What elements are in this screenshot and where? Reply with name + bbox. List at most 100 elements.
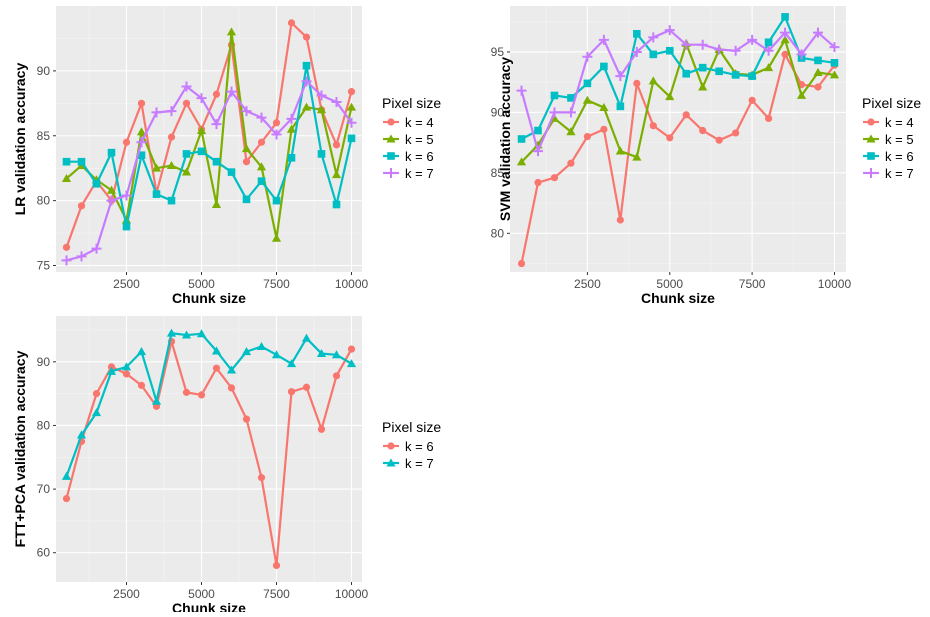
lr-data-point bbox=[166, 161, 177, 170]
svm-data-point bbox=[829, 70, 840, 79]
fft-legend-key-marker bbox=[386, 458, 396, 467]
lr-data-point bbox=[272, 196, 281, 205]
fft-x-tick-label: 7500 bbox=[263, 587, 290, 601]
fft-data-point bbox=[271, 350, 282, 359]
svm-data-point bbox=[616, 216, 624, 224]
fft-data-point bbox=[61, 471, 72, 480]
fft-data-point bbox=[302, 383, 311, 391]
svm-series-k4 bbox=[517, 50, 839, 268]
svm-x-tick-label: 7500 bbox=[739, 277, 766, 291]
lr-data-point bbox=[257, 177, 266, 185]
svm-data-point bbox=[648, 76, 658, 85]
lr-data-point bbox=[62, 243, 71, 251]
svm-data-point bbox=[567, 159, 575, 167]
svm-legend-key-marker bbox=[866, 168, 876, 178]
svm-data-point bbox=[682, 69, 691, 78]
fft-data-point bbox=[106, 366, 117, 375]
svm-data-point bbox=[517, 135, 526, 143]
lr-data-point bbox=[316, 105, 327, 114]
svm-data-point bbox=[780, 27, 791, 38]
svm-data-point bbox=[698, 82, 708, 91]
svm-legend-label: k = 5 bbox=[885, 132, 914, 147]
lr-data-point bbox=[272, 119, 281, 127]
svm-data-point bbox=[533, 146, 543, 157]
svm-data-point bbox=[715, 67, 723, 76]
lr-data-point bbox=[137, 151, 146, 160]
fft-data-point bbox=[182, 388, 191, 396]
svm-y-tick-label: 85 bbox=[491, 166, 505, 180]
lr-data-point bbox=[151, 107, 162, 118]
svm-data-point bbox=[582, 51, 593, 62]
svm-data-point bbox=[763, 45, 774, 56]
svm-data-point bbox=[649, 122, 657, 130]
lr-x-axis-title: Chunk size bbox=[172, 290, 246, 306]
svm-data-point bbox=[714, 44, 725, 55]
fft-data-point bbox=[92, 390, 101, 398]
lr-data-point bbox=[166, 106, 177, 117]
svm-data-point bbox=[600, 125, 608, 133]
svm-data-point bbox=[730, 45, 741, 56]
lr-data-point bbox=[196, 125, 207, 135]
fft-data-point bbox=[197, 391, 206, 399]
fft-y-tick-label: 90 bbox=[37, 355, 51, 369]
lr-panel-background bbox=[56, 6, 362, 272]
fft-data-point bbox=[211, 346, 222, 355]
svm-data-point bbox=[781, 13, 789, 21]
lr-data-point bbox=[61, 173, 72, 183]
svm-data-point bbox=[567, 94, 575, 102]
fft-legend: Pixel size k = 6 k = 7 bbox=[382, 419, 441, 471]
lr-data-point bbox=[256, 162, 267, 171]
fft-legend-title: Pixel size bbox=[382, 419, 441, 435]
svm-data-point bbox=[781, 50, 789, 58]
lr-data-point bbox=[212, 157, 221, 166]
lr-data-point bbox=[182, 150, 191, 158]
fft-panel-background bbox=[56, 316, 362, 582]
lr-data-point bbox=[91, 243, 102, 254]
svm-data-point bbox=[583, 132, 592, 141]
svm-legend: Pixel size k = 4 k = 5 k = 6 k = 7 bbox=[862, 95, 921, 181]
lr-data-point bbox=[167, 133, 176, 141]
svm-data-point bbox=[631, 46, 642, 57]
lr-data-point bbox=[167, 196, 176, 205]
fft-data-point bbox=[137, 381, 146, 389]
fft-x-tick-label: 10000 bbox=[335, 587, 369, 601]
svm-series-line bbox=[520, 53, 836, 264]
lr-data-point bbox=[241, 106, 252, 117]
lr-legend-key-marker bbox=[386, 168, 396, 178]
svm-data-point bbox=[664, 25, 675, 36]
svm-x-tick-label: 10000 bbox=[818, 277, 852, 291]
lr-data-point bbox=[331, 170, 342, 179]
lr-data-point bbox=[212, 90, 221, 98]
lr-data-point bbox=[227, 168, 236, 176]
fft-data-point bbox=[62, 495, 71, 503]
fft-x-axis-title: Chunk size bbox=[172, 600, 246, 612]
fft-data-point bbox=[317, 425, 326, 433]
fft-data-point bbox=[346, 359, 357, 368]
lr-data-point bbox=[331, 97, 342, 108]
svm-legend-key-marker bbox=[867, 118, 875, 126]
lr-data-point bbox=[122, 138, 131, 146]
svm-series-line bbox=[520, 38, 835, 163]
lr-data-point bbox=[106, 185, 117, 194]
svm-data-point bbox=[598, 34, 609, 45]
svm-data-point bbox=[699, 126, 707, 135]
svm-data-point bbox=[615, 71, 626, 82]
svm-data-point bbox=[814, 56, 822, 65]
lr-data-point bbox=[76, 251, 87, 262]
lr-data-point bbox=[256, 112, 267, 123]
lr-y-axis-title: LR validation accuracy bbox=[12, 63, 28, 216]
svm-data-point bbox=[665, 92, 675, 101]
lr-data-point bbox=[241, 144, 252, 153]
svm-data-point bbox=[748, 72, 756, 80]
svm-data-point bbox=[550, 174, 559, 182]
lr-data-point bbox=[271, 233, 282, 242]
svm-y-tick-label: 90 bbox=[491, 105, 505, 119]
svm-data-point bbox=[516, 157, 527, 166]
svm-data-point bbox=[633, 79, 641, 87]
svm-data-point bbox=[813, 67, 823, 76]
lr-data-point bbox=[77, 157, 86, 166]
fft-data-point bbox=[287, 388, 296, 396]
lr-chart: 2500 5000 7500 10000 75 80 85 90 Chunk size LR va… bbox=[12, 6, 441, 306]
lr-legend-key-marker bbox=[387, 152, 395, 160]
